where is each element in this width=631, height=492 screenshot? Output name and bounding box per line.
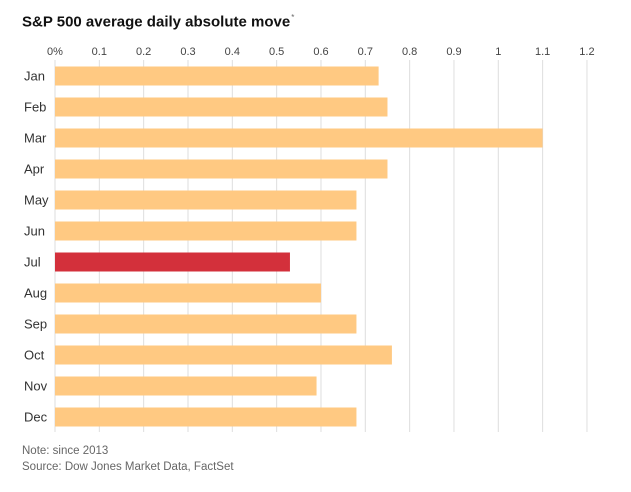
x-tick-label: 0.7	[358, 46, 373, 58]
x-tick-label: 1	[495, 46, 501, 58]
bar-jun	[55, 221, 357, 241]
category-label: Sep	[24, 317, 47, 332]
category-label: Feb	[24, 100, 46, 115]
category-label: Apr	[24, 162, 45, 177]
chart-title: S&P 500 average daily absolute move	[22, 13, 291, 31]
x-tick-label: 1.1	[535, 46, 550, 58]
bar-mar	[55, 128, 543, 148]
category-label: Jul	[24, 255, 41, 270]
bar-feb	[55, 97, 388, 117]
bar-jan	[55, 66, 379, 86]
x-tick-label: 0.5	[269, 46, 284, 58]
chart-title-row: S&P 500 average daily absolute move*	[22, 13, 294, 31]
category-labels: Jan Feb Mar Apr May Jun Jul Aug Sep Oct Nov Dec	[24, 69, 49, 425]
x-tick-label: 0.8	[402, 46, 417, 58]
x-tick-label: 0.3	[180, 46, 195, 58]
category-label: Aug	[24, 286, 47, 301]
chart-note: Note: since 2013	[22, 445, 109, 457]
category-label: Oct	[24, 348, 45, 363]
bar-dec	[55, 407, 357, 427]
bar-sep	[55, 314, 357, 334]
bar-may	[55, 190, 357, 210]
x-tick-label: 0.6	[313, 46, 328, 58]
x-tick-label: 0.1	[92, 46, 107, 58]
category-label: May	[24, 193, 49, 208]
x-tick-label: 0%	[47, 46, 63, 58]
bar-aug	[55, 283, 321, 303]
category-label: Mar	[24, 131, 47, 146]
x-tick-label: 0.2	[136, 46, 151, 58]
x-tick-labels: 0% 0.1 0.2 0.3 0.4 0.5 0.6 0.7 0.8 0.9 1 1.1 1.2	[47, 46, 595, 58]
x-tick-label: 1.2	[579, 46, 594, 58]
category-label: Dec	[24, 410, 48, 425]
bar-apr	[55, 159, 388, 179]
chart-source: Source: Dow Jones Market Data, FactSet	[22, 461, 234, 473]
x-tick-label: 0.9	[446, 46, 461, 58]
category-label: Nov	[24, 379, 48, 394]
gridlines	[54, 60, 588, 432]
category-label: Jan	[24, 69, 45, 84]
bar-nov	[55, 376, 317, 396]
bar-jul	[55, 252, 290, 272]
category-label: Jun	[24, 224, 45, 239]
chart-title-marker: *	[291, 13, 295, 22]
bar-oct	[55, 345, 392, 365]
x-tick-label: 0.4	[225, 46, 240, 58]
bars	[55, 66, 543, 427]
chart-footer: Note: since 2013 Source: Dow Jones Marke…	[22, 443, 234, 475]
